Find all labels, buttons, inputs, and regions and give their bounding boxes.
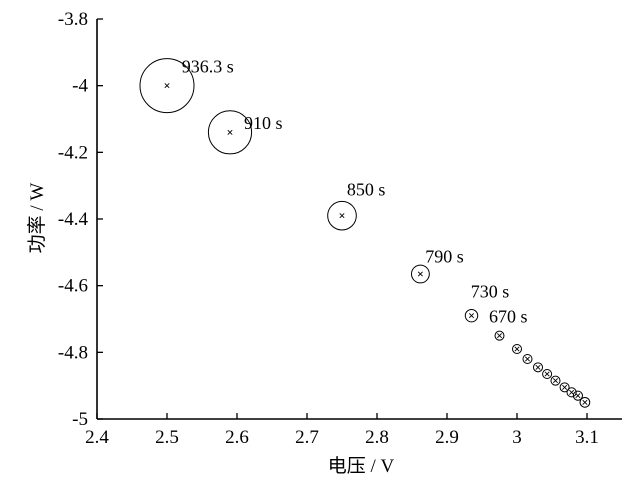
point-cross — [552, 378, 559, 384]
data-point — [464, 308, 479, 323]
data-point — [542, 369, 553, 379]
x-tick-label: 2.6 — [225, 427, 249, 448]
y-tick-label: -5 — [72, 409, 88, 430]
point-circle — [566, 387, 577, 398]
point-cross — [569, 389, 575, 395]
time-annotation: 790 s — [425, 246, 464, 266]
annotations: 936.3 s 910 s 850 s 790 s 730 s 670 s — [182, 56, 528, 326]
point-cross — [339, 213, 345, 219]
point-cross — [575, 393, 581, 399]
x-tick-label: 2.8 — [365, 427, 389, 448]
point-circle — [494, 330, 505, 341]
data-point — [327, 200, 357, 231]
time-annotation: 730 s — [471, 281, 510, 301]
point-circle — [559, 382, 570, 393]
data-point — [522, 354, 533, 364]
x-tick-label: 3.1 — [575, 427, 599, 448]
point-circle — [572, 390, 583, 401]
data-point — [550, 375, 561, 386]
data-point — [207, 110, 253, 155]
point-circle — [410, 264, 430, 284]
y-tick-label: -3.8 — [58, 9, 88, 30]
data-point — [559, 382, 570, 393]
point-circle — [550, 375, 561, 386]
data-point — [566, 387, 577, 398]
point-circle — [533, 362, 543, 373]
y-tick-label: -4.2 — [58, 142, 88, 163]
point-cross — [468, 313, 475, 319]
y-axis-label: 功率 / W — [26, 183, 48, 254]
data-point — [533, 362, 543, 373]
point-cross — [544, 371, 550, 377]
data-point — [512, 344, 522, 354]
point-circle — [464, 308, 479, 323]
point-circle — [327, 200, 357, 231]
time-annotation: 850 s — [347, 180, 386, 200]
data-point — [139, 58, 195, 114]
point-circle — [139, 58, 195, 114]
x-tick-label: 2.5 — [155, 427, 179, 448]
x-tick-label: 2.7 — [295, 427, 319, 448]
point-cross — [524, 356, 531, 362]
time-annotation: 910 s — [244, 113, 283, 133]
point-cross — [582, 399, 588, 405]
data-points — [139, 58, 591, 408]
x-tick-label: 3 — [512, 427, 522, 448]
y-tick-label: -4.4 — [58, 209, 89, 230]
data-point — [579, 396, 591, 408]
x-axis-label: 电压 / V — [328, 455, 395, 477]
point-circle — [512, 344, 522, 354]
point-cross — [562, 384, 568, 390]
x-tick-label: 2.9 — [435, 427, 459, 448]
data-point — [572, 390, 583, 401]
axes: 2.4 2.5 2.6 2.7 2.8 2.9 3 3.1 -3.8 -4 -4.2 -4.4 -4.6… — [58, 9, 622, 448]
point-circle — [542, 369, 553, 379]
time-annotation: 936.3 s — [182, 56, 234, 76]
point-circle — [522, 354, 533, 364]
point-cross — [496, 333, 503, 339]
y-tick-label: -4.8 — [58, 342, 88, 363]
data-point — [410, 264, 430, 284]
y-tick-label: -4 — [72, 76, 88, 97]
point-cross — [227, 129, 233, 135]
x-tick-label: 2.4 — [85, 427, 109, 448]
point-cross — [417, 271, 423, 277]
point-cross — [535, 364, 541, 370]
point-circle — [207, 110, 253, 155]
time-annotation: 670 s — [489, 306, 528, 326]
point-cross — [514, 346, 520, 352]
data-point — [494, 330, 505, 341]
y-tick-label: -4.6 — [58, 276, 88, 297]
point-cross — [164, 83, 170, 89]
point-circle — [579, 396, 591, 408]
